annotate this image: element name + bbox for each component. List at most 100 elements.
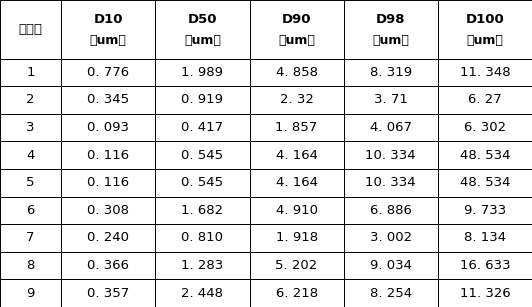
Bar: [61, 279, 155, 307]
Bar: [155, 169, 250, 196]
Text: 8. 319: 8. 319: [370, 66, 412, 79]
Text: 6. 886: 6. 886: [370, 204, 412, 217]
Bar: [250, 224, 344, 252]
Bar: [155, 0, 250, 59]
Bar: [344, 169, 438, 196]
Bar: [155, 86, 250, 114]
Text: 9. 034: 9. 034: [370, 259, 412, 272]
Bar: [155, 141, 250, 169]
Text: 0. 116: 0. 116: [87, 176, 129, 189]
Bar: [438, 279, 532, 307]
Bar: [250, 279, 344, 307]
Bar: [155, 196, 250, 224]
Text: 1. 857: 1. 857: [276, 121, 318, 134]
Text: 0. 345: 0. 345: [87, 93, 129, 107]
Bar: [155, 224, 250, 252]
Bar: [250, 169, 344, 196]
Bar: [155, 59, 250, 86]
Bar: [344, 224, 438, 252]
Text: （um）: （um）: [184, 34, 221, 48]
Bar: [344, 141, 438, 169]
Text: 2. 32: 2. 32: [280, 93, 313, 107]
Bar: [61, 0, 155, 59]
Bar: [0, 86, 61, 114]
Bar: [0, 114, 61, 141]
Text: 0. 116: 0. 116: [87, 149, 129, 162]
Text: 8. 134: 8. 134: [464, 231, 506, 244]
Text: 9. 733: 9. 733: [464, 204, 506, 217]
Bar: [61, 196, 155, 224]
Bar: [61, 141, 155, 169]
Text: 11. 348: 11. 348: [460, 66, 510, 79]
Bar: [250, 252, 344, 279]
Bar: [61, 169, 155, 196]
Text: （um）: （um）: [90, 34, 127, 48]
Text: D100: D100: [466, 13, 504, 26]
Text: 0. 366: 0. 366: [87, 259, 129, 272]
Bar: [0, 141, 61, 169]
Text: 1. 989: 1. 989: [181, 66, 223, 79]
Text: 4. 858: 4. 858: [276, 66, 318, 79]
Text: （um）: （um）: [278, 34, 315, 48]
Text: 4. 164: 4. 164: [276, 149, 318, 162]
Bar: [61, 252, 155, 279]
Bar: [438, 141, 532, 169]
Bar: [438, 169, 532, 196]
Text: 6. 218: 6. 218: [276, 287, 318, 300]
Text: 对比例: 对比例: [19, 23, 43, 36]
Text: 4. 910: 4. 910: [276, 204, 318, 217]
Text: 0. 240: 0. 240: [87, 231, 129, 244]
Bar: [0, 169, 61, 196]
Bar: [0, 224, 61, 252]
Text: 8. 254: 8. 254: [370, 287, 412, 300]
Text: 6: 6: [27, 204, 35, 217]
Bar: [61, 59, 155, 86]
Text: 0. 357: 0. 357: [87, 287, 129, 300]
Text: 1: 1: [27, 66, 35, 79]
Bar: [0, 59, 61, 86]
Text: 1. 283: 1. 283: [181, 259, 223, 272]
Bar: [250, 86, 344, 114]
Bar: [250, 114, 344, 141]
Text: 3. 002: 3. 002: [370, 231, 412, 244]
Text: 7: 7: [27, 231, 35, 244]
Bar: [438, 59, 532, 86]
Text: 1. 918: 1. 918: [276, 231, 318, 244]
Bar: [438, 252, 532, 279]
Text: 4. 164: 4. 164: [276, 176, 318, 189]
Bar: [344, 114, 438, 141]
Text: 48. 534: 48. 534: [460, 176, 510, 189]
Text: 0. 810: 0. 810: [181, 231, 223, 244]
Bar: [0, 279, 61, 307]
Text: 4. 067: 4. 067: [370, 121, 412, 134]
Text: 0. 308: 0. 308: [87, 204, 129, 217]
Text: 0. 417: 0. 417: [181, 121, 223, 134]
Bar: [250, 0, 344, 59]
Bar: [438, 0, 532, 59]
Bar: [61, 86, 155, 114]
Text: 6. 27: 6. 27: [468, 93, 502, 107]
Text: 5: 5: [27, 176, 35, 189]
Text: 11. 326: 11. 326: [460, 287, 510, 300]
Bar: [438, 196, 532, 224]
Bar: [438, 86, 532, 114]
Text: （um）: （um）: [372, 34, 409, 48]
Text: 6. 302: 6. 302: [464, 121, 506, 134]
Bar: [344, 279, 438, 307]
Text: 1. 682: 1. 682: [181, 204, 223, 217]
Text: 0. 776: 0. 776: [87, 66, 129, 79]
Text: 16. 633: 16. 633: [460, 259, 510, 272]
Text: 10. 334: 10. 334: [365, 149, 416, 162]
Text: D98: D98: [376, 13, 405, 26]
Bar: [344, 0, 438, 59]
Bar: [250, 141, 344, 169]
Text: 5. 202: 5. 202: [276, 259, 318, 272]
Text: （um）: （um）: [467, 34, 503, 48]
Bar: [155, 252, 250, 279]
Bar: [344, 252, 438, 279]
Text: 2: 2: [27, 93, 35, 107]
Bar: [0, 0, 61, 59]
Bar: [344, 86, 438, 114]
Text: 0. 545: 0. 545: [181, 176, 223, 189]
Text: 48. 534: 48. 534: [460, 149, 510, 162]
